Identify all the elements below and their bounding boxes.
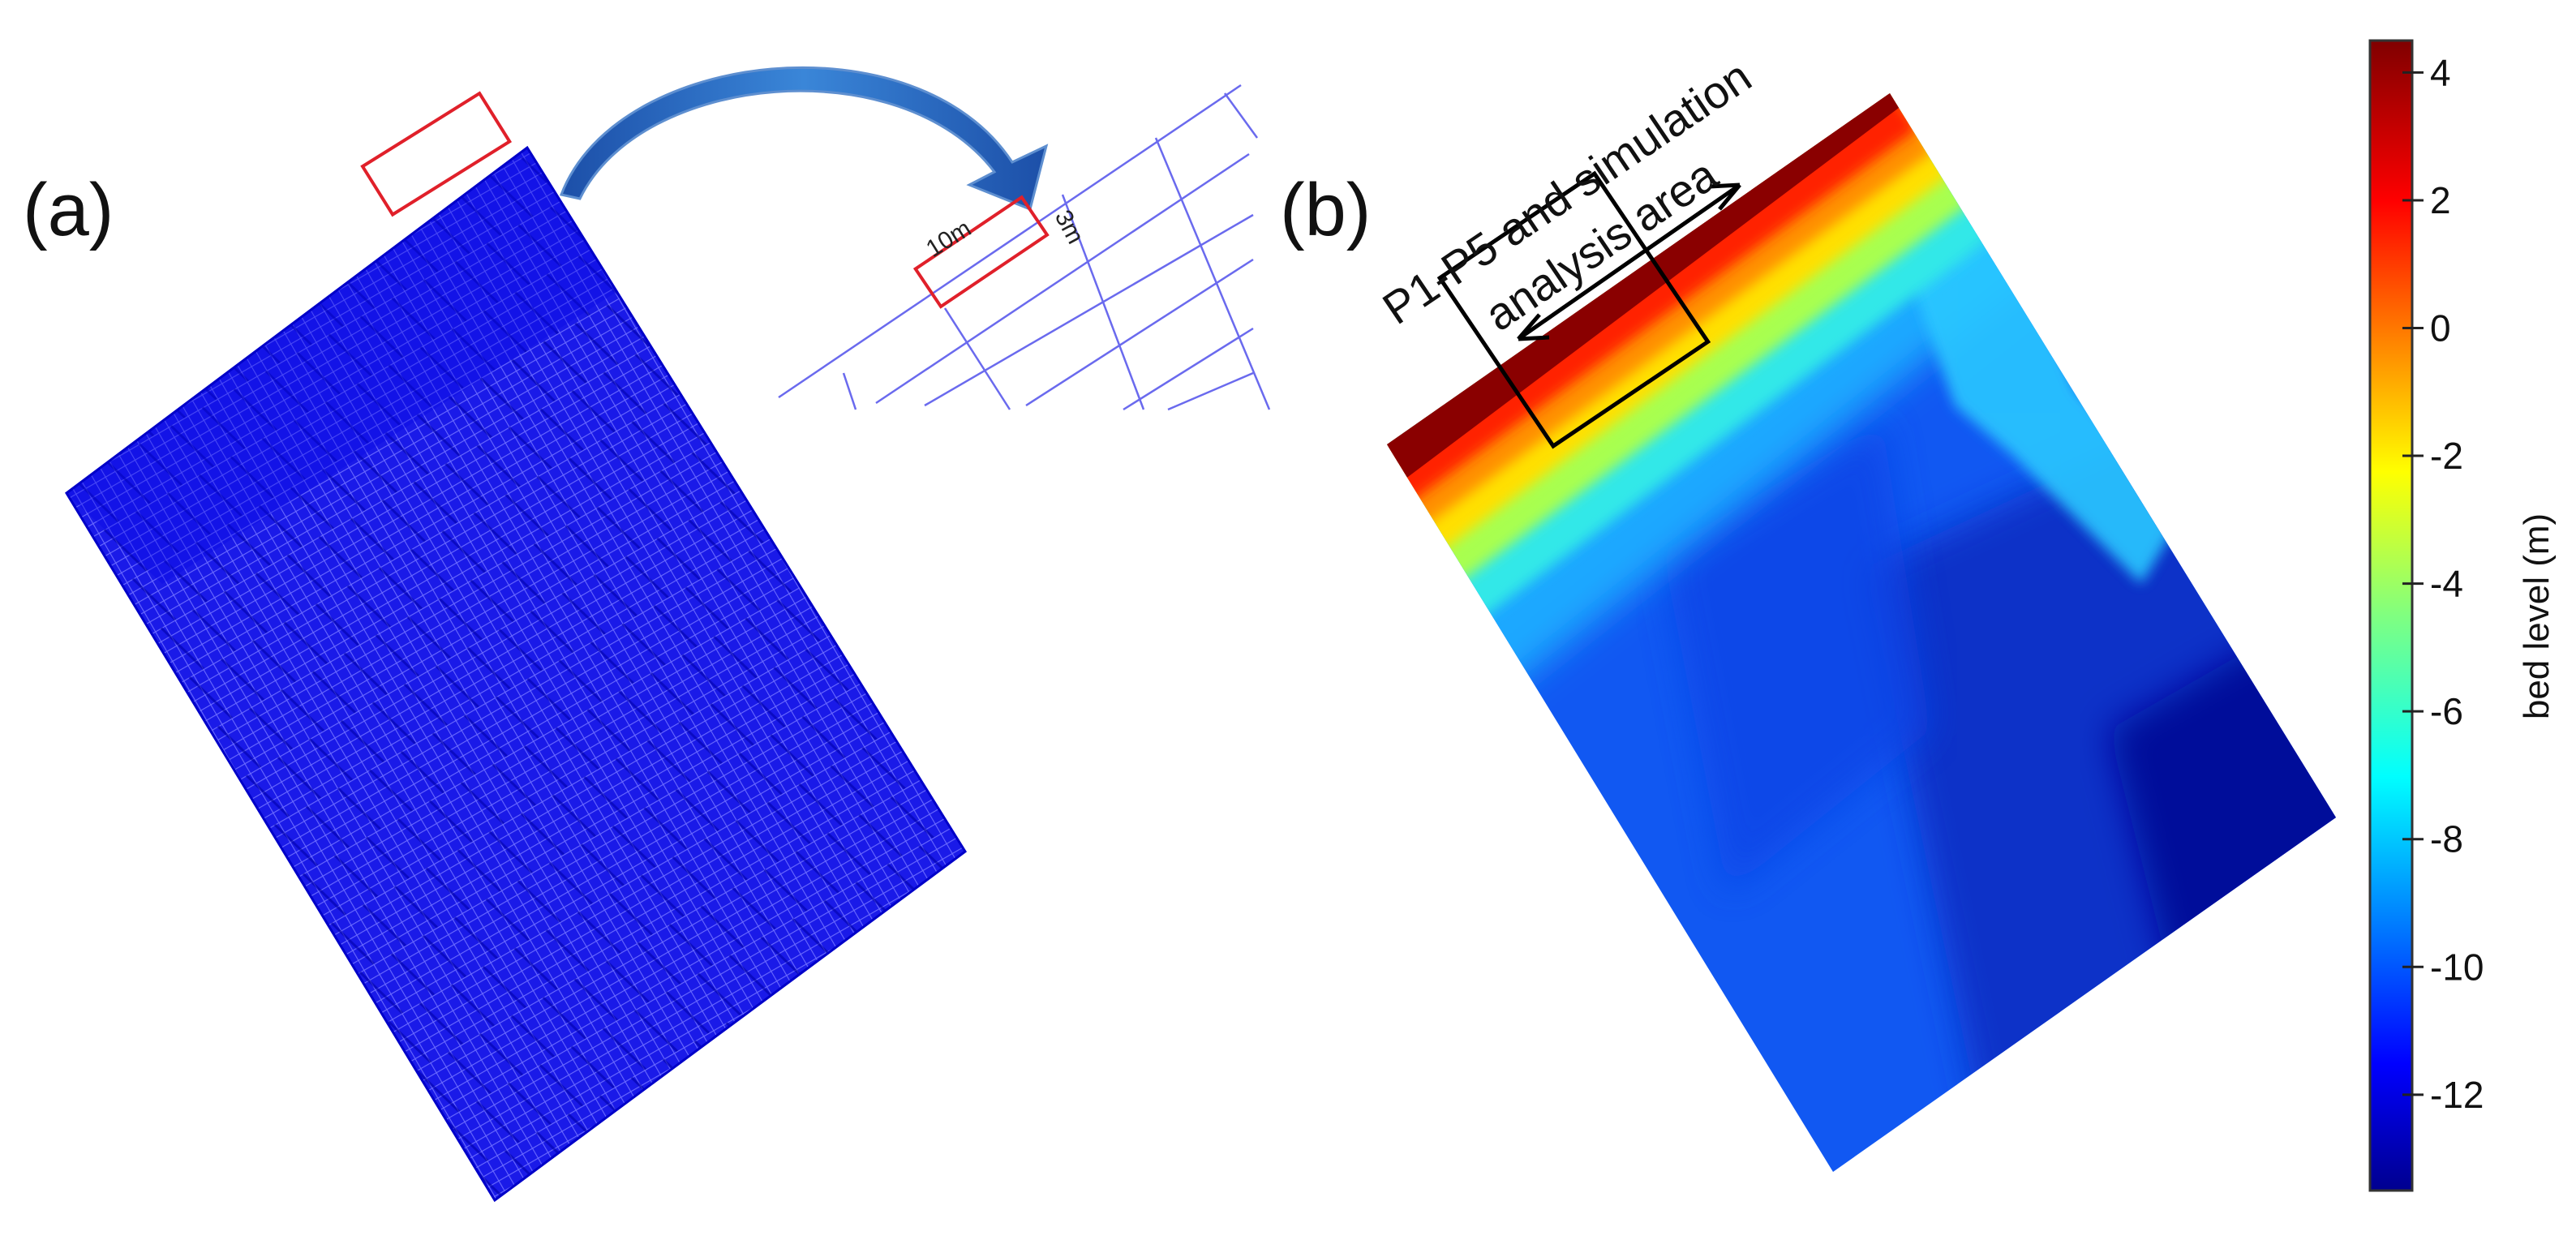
- highlight-box-mesh: [360, 91, 513, 217]
- colorbar-gradient: [2368, 39, 2414, 1192]
- panel-b-label: (b): [1280, 169, 1371, 251]
- colorbar-tick-label: -4: [2430, 563, 2463, 605]
- zoom-arrow: [559, 66, 1049, 212]
- colorbar-tick-label: -6: [2430, 690, 2463, 732]
- colorbar-tick-label: 4: [2430, 51, 2451, 93]
- colorbar: 4 2 0 -2 -4 -6 -8 -10 -12 bed level (m): [2368, 39, 2557, 1192]
- zoom-inset: [778, 84, 1271, 411]
- inset-width-label: 3m: [1050, 206, 1089, 248]
- colorbar-tick-label: -12: [2430, 1074, 2484, 1116]
- mesh-grid: [65, 145, 968, 1203]
- colorbar-tick-label: -8: [2430, 818, 2463, 860]
- colorbar-tick-label: 0: [2430, 307, 2451, 350]
- colorbar-tick-label: -2: [2430, 435, 2463, 477]
- colorbar-ticks: 4 2 0 -2 -4 -6 -8 -10 -12: [2402, 51, 2484, 1116]
- analysis-area-box: [1436, 170, 1711, 449]
- highlight-box-inset: [912, 195, 1050, 309]
- panel-a-label: (a): [23, 169, 114, 251]
- colorbar-title: bed level (m): [2517, 513, 2557, 719]
- inset-length-label: 10m: [921, 215, 976, 263]
- arrowhead-right: [1709, 182, 1741, 211]
- colorbar-tick-label: -10: [2430, 946, 2484, 988]
- arrowhead-left: [1517, 313, 1550, 341]
- annotation-double-arrow: [1517, 182, 1741, 341]
- colorbar-tick-label: 2: [2430, 179, 2451, 221]
